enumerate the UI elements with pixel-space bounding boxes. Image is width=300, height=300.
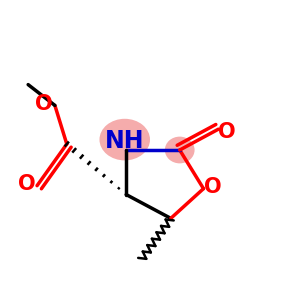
- Ellipse shape: [165, 136, 195, 164]
- Text: O: O: [18, 174, 35, 194]
- Text: O: O: [204, 177, 222, 197]
- Text: O: O: [218, 122, 236, 142]
- Text: NH: NH: [105, 129, 145, 153]
- Text: O: O: [35, 94, 52, 114]
- Ellipse shape: [100, 119, 150, 160]
